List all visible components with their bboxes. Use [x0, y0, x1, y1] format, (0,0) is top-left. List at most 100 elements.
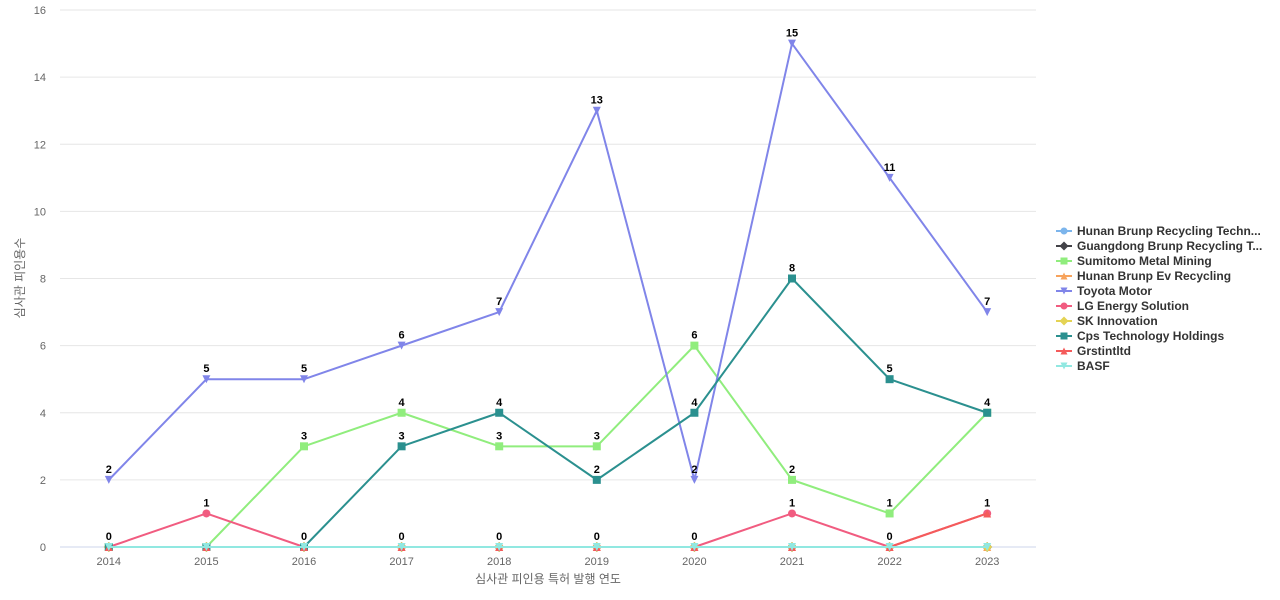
- data-label: 5: [301, 363, 307, 375]
- legend-item[interactable]: SK Innovation: [1056, 313, 1262, 328]
- data-label: 7: [496, 296, 502, 308]
- data-label: 8: [789, 263, 795, 275]
- y-axis-ticks: 0 2 4 6 8 10 12 14 16: [34, 5, 46, 554]
- data-label: 0: [301, 531, 307, 543]
- data-point: [983, 543, 992, 551]
- legend-label: BASF: [1077, 358, 1110, 373]
- y-tick-label: 6: [40, 341, 46, 353]
- y-tick-label: 16: [34, 5, 46, 17]
- y-tick-label: 8: [40, 274, 46, 286]
- legend-marker-icon: [1056, 241, 1072, 250]
- data-label: 2: [691, 464, 697, 476]
- series-basf: [104, 543, 992, 551]
- data-label: 1: [203, 497, 209, 509]
- legend-marker-icon: [1056, 272, 1072, 279]
- legend-marker-icon: [1056, 287, 1072, 294]
- x-tick-label: 2021: [780, 556, 804, 568]
- x-tick-label: 2017: [389, 556, 413, 568]
- data-label: 5: [887, 363, 893, 375]
- data-point: [592, 543, 601, 551]
- legend-item[interactable]: Guangdong Brunp Recycling T...: [1056, 238, 1262, 253]
- data-label: 7: [984, 296, 990, 308]
- legend-marker-icon: [1056, 332, 1072, 339]
- data-point: [300, 375, 308, 384]
- data-point: [592, 475, 601, 484]
- data-point: [495, 442, 504, 451]
- data-point: [592, 106, 601, 115]
- legend-marker-icon: [1056, 316, 1072, 325]
- legend-marker-icon: [1056, 302, 1072, 309]
- data-label: 0: [691, 531, 697, 543]
- x-tick-label: 2016: [292, 556, 316, 568]
- legend-item[interactable]: BASF: [1056, 358, 1262, 373]
- legend-item[interactable]: Grstintltd: [1056, 343, 1262, 358]
- series-group: [103, 39, 993, 552]
- x-tick-label: 2023: [975, 556, 999, 568]
- data-point: [495, 408, 504, 417]
- legend-label: Cps Technology Holdings: [1077, 328, 1225, 343]
- y-tick-label: 10: [34, 206, 46, 218]
- data-point: [788, 509, 796, 518]
- data-label: 13: [591, 95, 603, 107]
- data-point: [397, 543, 406, 551]
- legend: Hunan Brunp Recycling Techn... Guangdong …: [1056, 223, 1262, 373]
- legend-item[interactable]: Hunan Brunp Recycling Techn...: [1056, 223, 1262, 238]
- data-point: [885, 543, 894, 551]
- legend-item[interactable]: Sumitomo Metal Mining: [1056, 253, 1262, 268]
- data-point: [397, 341, 406, 350]
- legend-item[interactable]: LG Energy Solution: [1056, 298, 1262, 313]
- data-point: [983, 509, 992, 518]
- legend-label: Sumitomo Metal Mining: [1077, 253, 1212, 268]
- series-toyota-motor: [104, 39, 992, 484]
- x-axis-title: 심사관 피인용 특허 발행 연도: [475, 571, 621, 586]
- data-label: 3: [496, 430, 502, 442]
- x-tick-label: 2018: [487, 556, 511, 568]
- data-label: 1: [887, 497, 893, 509]
- y-tick-label: 0: [40, 542, 46, 554]
- data-point: [885, 509, 894, 518]
- data-point: [983, 308, 992, 317]
- legend-item[interactable]: Hunan Brunp Ev Recycling: [1056, 268, 1262, 283]
- data-label: 2: [106, 464, 112, 476]
- data-label: 4: [984, 397, 991, 409]
- data-label: 2: [594, 464, 600, 476]
- legend-label: SK Innovation: [1077, 313, 1158, 328]
- data-label: 0: [106, 531, 112, 543]
- data-label: 15: [786, 28, 798, 40]
- data-label: 5: [203, 363, 209, 375]
- data-point: [202, 509, 211, 518]
- data-point: [202, 375, 211, 384]
- legend-marker-icon: [1056, 362, 1072, 369]
- data-label: 3: [399, 430, 405, 442]
- data-label: 0: [887, 531, 893, 543]
- y-axis-title: 심사관 피인용수: [13, 238, 27, 319]
- data-label: 11: [884, 162, 896, 174]
- legend-marker-icon: [1056, 257, 1072, 264]
- data-label: 3: [301, 430, 307, 442]
- data-point: [788, 543, 796, 551]
- y-tick-label: 4: [40, 408, 46, 420]
- series-line: [108, 42, 989, 481]
- x-tick-label: 2014: [97, 556, 121, 568]
- data-label: 4: [496, 397, 503, 409]
- data-point: [104, 543, 113, 551]
- legend-label: Toyota Motor: [1077, 283, 1153, 298]
- data-label: 1: [789, 497, 795, 509]
- legend-label: Hunan Brunp Recycling Techn...: [1077, 223, 1261, 238]
- x-tick-label: 2015: [194, 556, 218, 568]
- data-label: 0: [594, 531, 600, 543]
- y-tick-label: 2: [40, 475, 46, 487]
- legend-label: LG Energy Solution: [1077, 298, 1190, 313]
- data-point: [300, 543, 308, 551]
- legend-item[interactable]: Cps Technology Holdings: [1056, 328, 1262, 343]
- x-tick-label: 2020: [682, 556, 706, 568]
- series-line: [108, 512, 988, 548]
- legend-marker-icon: [1056, 227, 1072, 234]
- series-line: [108, 512, 988, 548]
- legend-item[interactable]: Toyota Motor: [1056, 283, 1262, 298]
- data-point: [983, 408, 992, 417]
- y-tick-label: 12: [34, 139, 46, 151]
- data-label: 6: [399, 330, 405, 342]
- data-point: [788, 475, 796, 484]
